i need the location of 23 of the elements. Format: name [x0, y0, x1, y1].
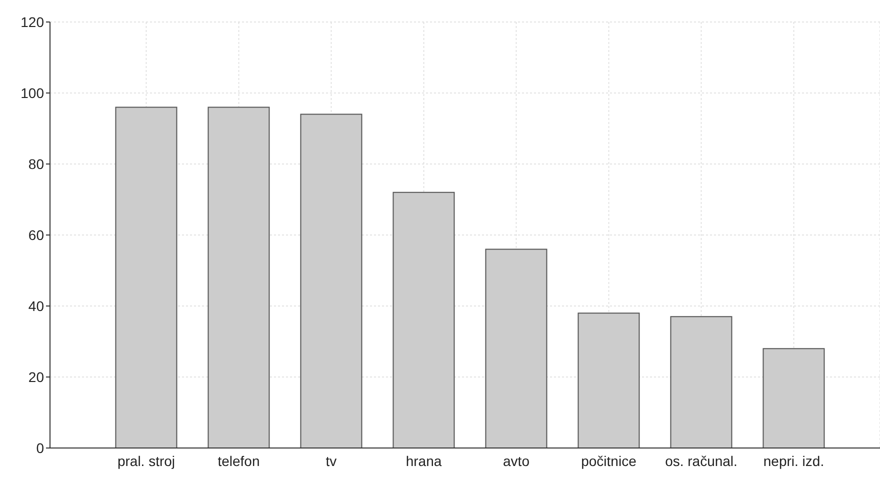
bar	[208, 106, 270, 448]
y-tick-label: 80	[28, 156, 44, 172]
y-tick-label: 120	[20, 14, 44, 30]
bar	[485, 248, 548, 448]
x-tick-label: počitnice	[581, 452, 637, 469]
y-tick-label: 20	[28, 368, 44, 385]
x-tick-label: pral. stroj	[117, 452, 176, 469]
x-tick-label: nepri. izd.	[763, 452, 824, 469]
y-tick-label: 0	[36, 440, 44, 456]
bar	[670, 316, 732, 448]
y-tick-label: 40	[28, 298, 44, 314]
y-tick-label: 60	[28, 226, 44, 243]
x-tick-label: os. računal.	[665, 452, 738, 469]
x-tick-label: avto	[503, 452, 530, 469]
bar	[392, 192, 455, 448]
x-tick-label: telefon	[218, 452, 260, 469]
x-tick-label: tv	[326, 452, 337, 469]
x-tick-label: hrana	[406, 452, 442, 469]
bar	[115, 106, 178, 448]
bar	[578, 312, 640, 448]
bar	[300, 114, 362, 448]
bar	[762, 348, 825, 448]
y-tick-label: 100	[20, 84, 44, 101]
